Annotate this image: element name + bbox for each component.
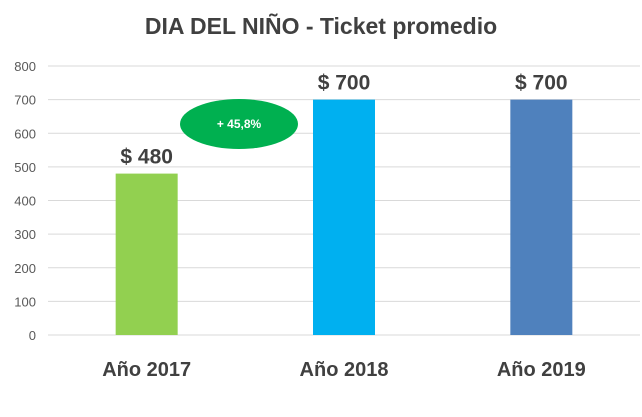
y-tick-label: 700	[14, 93, 36, 108]
growth-badge	[180, 99, 298, 149]
y-tick-label: 0	[29, 328, 36, 343]
y-axis-ticks: 0 100 200 300 400 500 600 700 800	[14, 59, 36, 343]
x-axis-categories: Año 2017 Año 2018 Año 2019	[102, 359, 586, 381]
bar	[115, 173, 178, 335]
data-label: $ 700	[318, 72, 371, 95]
growth-annotation: + 45,8%	[180, 99, 298, 149]
growth-badge-text: + 45,8%	[217, 117, 262, 131]
data-label: $ 700	[515, 72, 568, 95]
y-tick-label: 600	[14, 126, 36, 141]
x-category-label: Año 2018	[300, 359, 389, 381]
bar	[510, 99, 573, 335]
y-tick-label: 500	[14, 160, 36, 175]
x-category-label: Año 2019	[497, 359, 586, 381]
data-label: $ 480	[120, 146, 173, 169]
y-tick-label: 300	[14, 227, 36, 242]
data-labels: $ 480 $ 700 $ 700	[120, 72, 567, 169]
y-tick-label: 400	[14, 194, 36, 209]
x-category-label: Año 2017	[102, 359, 191, 381]
y-tick-label: 200	[14, 261, 36, 276]
bar	[313, 99, 375, 335]
bars	[115, 99, 573, 335]
y-tick-label: 800	[14, 59, 36, 74]
y-tick-label: 100	[14, 294, 36, 309]
chart-title: DIA DEL NIÑO - Ticket promedio	[145, 12, 497, 39]
